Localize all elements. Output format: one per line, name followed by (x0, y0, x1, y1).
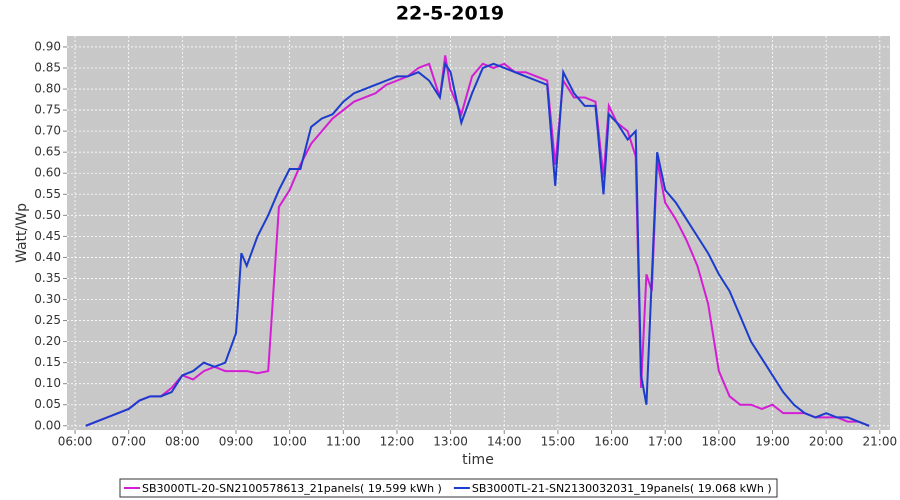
legend-label: SB3000TL-21-SN2130032031_19panels( 19.06… (472, 482, 772, 495)
x-tick-label: 16:00 (594, 435, 629, 449)
series-line (85, 61, 870, 427)
x-tick-label: 18:00 (702, 435, 737, 449)
plot-area (67, 36, 890, 430)
x-tick-label: 17:00 (648, 435, 683, 449)
y-tick-label: 0.25 (34, 313, 61, 327)
y-tick-label: 0.30 (34, 292, 61, 306)
y-tick-label: 0.55 (34, 187, 61, 201)
y-tick-label: 0.90 (34, 39, 61, 53)
y-tick-label: 0.75 (34, 103, 61, 117)
legend-label: SB3000TL-20-SN2100578613_21panels( 19.59… (142, 482, 442, 495)
legend (119, 478, 778, 498)
x-tick-label: 14:00 (487, 435, 522, 449)
x-tick-label: 12:00 (380, 435, 415, 449)
y-tick-label: 0.45 (34, 229, 61, 243)
y-tick-label: 0.40 (34, 250, 61, 264)
y-tick-label: 0.70 (34, 124, 61, 138)
chart-title: 22-5-2019 (396, 3, 504, 25)
x-tick-label: 09:00 (219, 435, 254, 449)
y-tick-label: 0.65 (34, 145, 61, 159)
x-tick-label: 21:00 (863, 435, 898, 449)
y-tick-label: 0.85 (34, 60, 61, 74)
y-tick-label: 0.05 (34, 397, 61, 411)
x-tick-label: 11:00 (326, 435, 361, 449)
x-tick-label: 10:00 (272, 435, 307, 449)
x-tick-label: 07:00 (111, 435, 146, 449)
y-axis-label: Watt/Wp (14, 203, 30, 263)
x-tick-label: 19:00 (755, 435, 790, 449)
y-tick-label: 0.15 (34, 355, 61, 369)
y-tick-label: 0.35 (34, 271, 61, 285)
y-tick-label: 0.10 (34, 376, 61, 390)
x-tick-label: 06:00 (58, 435, 93, 449)
y-tick-label: 0.60 (34, 166, 61, 180)
y-tick-label: 0.00 (34, 418, 61, 432)
y-tick-label: 0.80 (34, 82, 61, 96)
x-tick-label: 13:00 (433, 435, 468, 449)
y-tick-label: 0.20 (34, 334, 61, 348)
x-tick-label: 08:00 (165, 435, 200, 449)
y-tick-label: 0.50 (34, 208, 61, 222)
x-tick-label: 20:00 (809, 435, 844, 449)
x-tick-label: 15:00 (541, 435, 576, 449)
x-axis-label: time (462, 452, 494, 468)
